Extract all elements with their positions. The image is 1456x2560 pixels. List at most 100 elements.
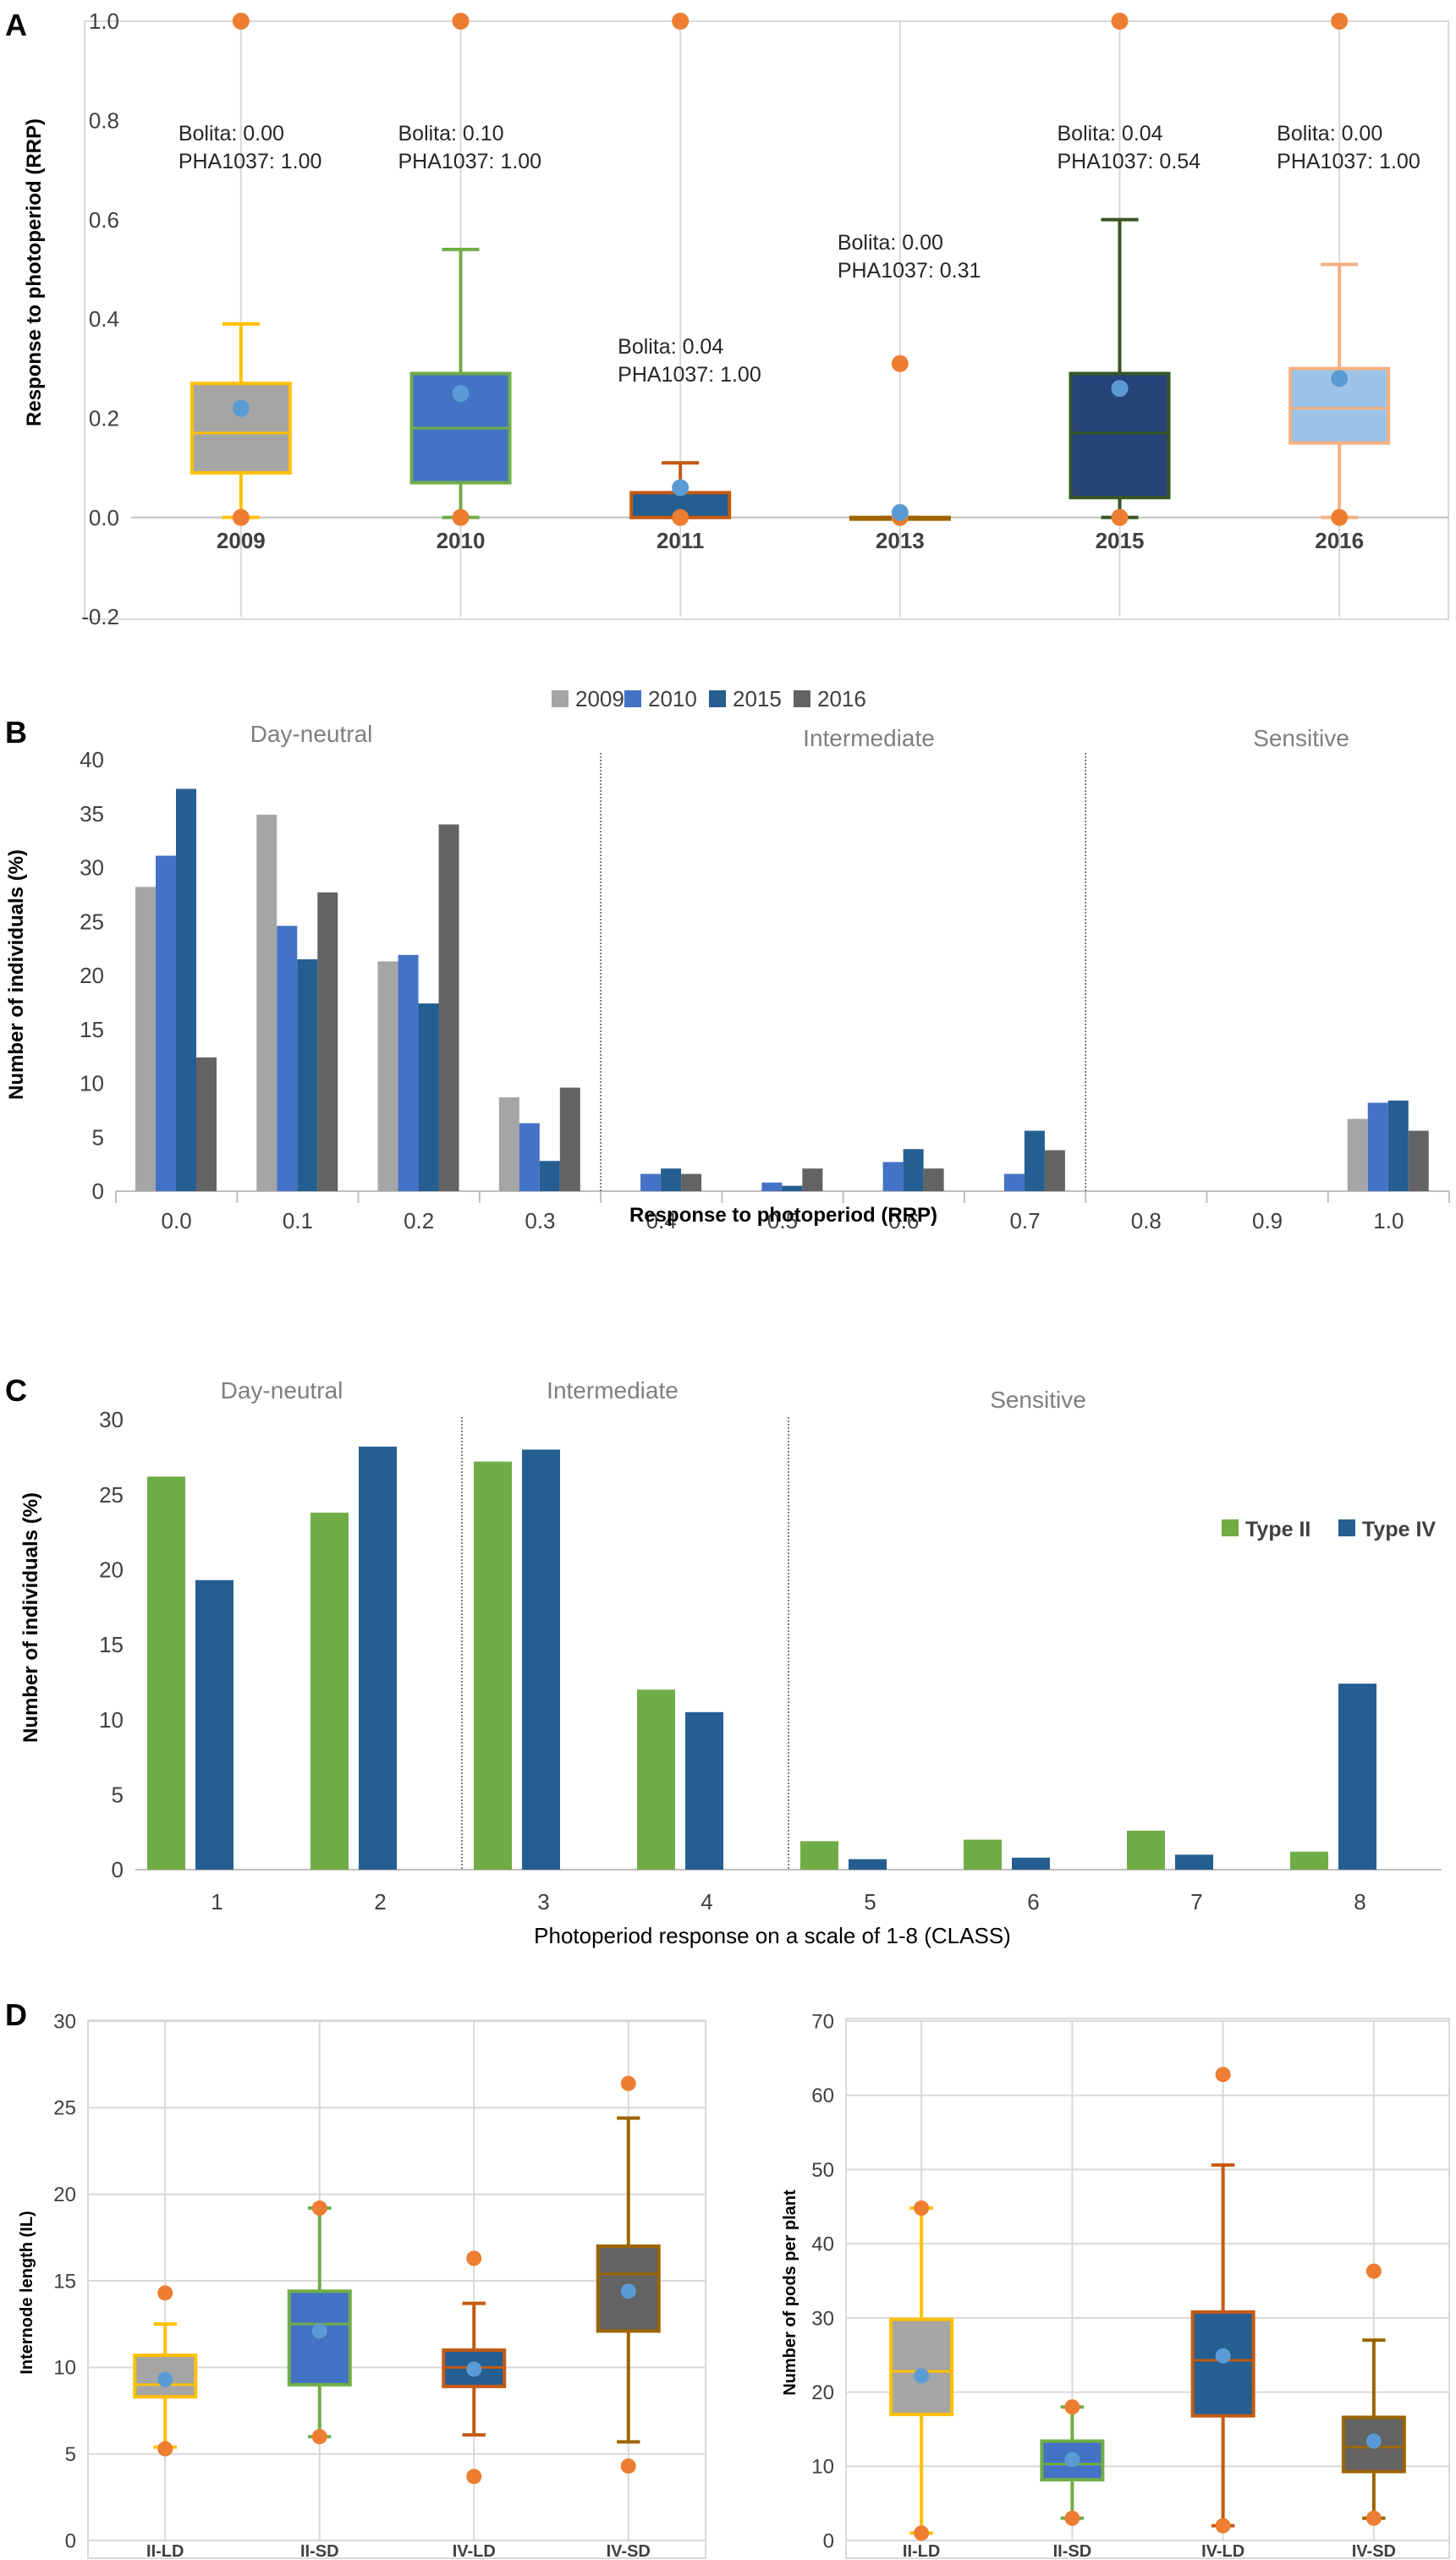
mean-point <box>1215 2348 1231 2364</box>
panel-a: -0.2 0.0 0.2 0.4 0.6 0.8 1.0 2009 2010 2011 2013 2… <box>5 8 1449 629</box>
annotation-text: PHA1037: 0.31 <box>838 259 981 283</box>
y-tick-label: 10 <box>811 2456 834 2479</box>
bar-2010 <box>882 1162 904 1191</box>
bar-2010 <box>640 1173 662 1191</box>
bar-2010 <box>277 926 298 1191</box>
outlier-point <box>1215 2067 1231 2083</box>
y-tick-label: 5 <box>112 1782 124 1807</box>
bar-2015 <box>176 788 196 1191</box>
x-tick-label: 0.7 <box>1009 1208 1040 1233</box>
panel-b-xlabel: Response to photoperiod (RRP) <box>629 1204 937 1227</box>
bar-type-ii <box>147 1476 185 1870</box>
category-label: 2009 <box>217 528 266 553</box>
annotation-text: Bolita: 0.04 <box>1058 122 1163 146</box>
x-tick-label: 0.0 <box>162 1208 192 1233</box>
outlier-point <box>452 13 470 30</box>
legend-swatch <box>1222 1519 1239 1536</box>
x-tick-label: 2 <box>374 1889 386 1915</box>
annotation-text: PHA1037: 1.00 <box>1277 150 1420 173</box>
outlier-point <box>1215 2518 1231 2534</box>
x-tick-label: 6 <box>1027 1889 1039 1915</box>
bar-2010 <box>398 954 419 1191</box>
bar-type-iv <box>1012 1857 1050 1870</box>
x-tick-label: 0.2 <box>404 1208 434 1233</box>
x-tick-label: 0.4 <box>646 1208 677 1233</box>
outlier-point <box>311 2429 327 2445</box>
bar-2016 <box>681 1173 702 1191</box>
legend-swatch <box>1338 1519 1355 1536</box>
y-tick-label: 60 <box>811 2085 834 2107</box>
box-iqr <box>1190 2310 1255 2418</box>
annotation-text: PHA1037: 1.00 <box>179 150 322 173</box>
outlier-point <box>914 2525 930 2541</box>
bar-2015 <box>539 1161 560 1191</box>
y-tick-label: 30 <box>53 2010 76 2033</box>
bar-2015 <box>418 1003 439 1191</box>
outlier-point <box>1064 2510 1080 2526</box>
y-tick-label: 5 <box>65 2443 76 2466</box>
x-tick-label: 0.1 <box>283 1208 313 1233</box>
outlier-point <box>157 2441 173 2457</box>
bar-2015 <box>1024 1130 1045 1191</box>
category-label: IV-LD <box>1201 2542 1244 2560</box>
x-tick-label: 0.5 <box>767 1208 798 1233</box>
panel-d-left-ylabel: Internode length (IL) <box>18 2211 36 2374</box>
box-iqr <box>889 2317 954 2416</box>
bar-2015 <box>661 1168 682 1191</box>
outlier-point <box>914 2200 930 2217</box>
box-iqr <box>190 382 292 475</box>
outlier-point <box>1111 508 1129 526</box>
bar-type-ii <box>1290 1851 1328 1870</box>
y-tick-label: -0.2 <box>81 604 119 629</box>
legend-label: 2015 <box>733 686 782 711</box>
x-tick-label: 8 <box>1354 1889 1365 1915</box>
category-label: IV-SD <box>607 2542 651 2560</box>
y-tick-label: 0.6 <box>89 207 119 233</box>
outlier-point <box>1111 13 1129 30</box>
y-tick-label: 0.4 <box>89 306 119 332</box>
legend-swatch <box>552 690 569 707</box>
category-label: II-LD <box>903 2542 940 2560</box>
bar-2009 <box>1347 1118 1368 1191</box>
y-tick-label: 50 <box>811 2159 834 2182</box>
annotation-text: Bolita: 0.10 <box>398 122 504 146</box>
category-label: II-LD <box>146 2542 184 2560</box>
legend-label: 2010 <box>648 686 697 711</box>
x-tick-label: 7 <box>1190 1889 1202 1915</box>
y-tick-label: 0 <box>112 1857 124 1882</box>
bar-2010 <box>156 855 176 1191</box>
panel-c-region-day-neutral: Day-neutral <box>221 1377 343 1404</box>
bar-type-iv <box>522 1449 560 1870</box>
outlier-point <box>1365 2510 1382 2526</box>
bar-2015 <box>903 1149 924 1191</box>
outlier-point <box>232 13 250 30</box>
annotation-text: PHA1037: 1.00 <box>398 150 542 173</box>
y-tick-label: 0 <box>823 2530 834 2552</box>
bar-type-ii <box>964 1839 1002 1870</box>
mean-point <box>452 385 470 402</box>
panel-b-ylabel: Number of individuals (%) <box>5 849 28 1100</box>
x-tick-label: 1 <box>211 1889 223 1915</box>
panel-b-label: B <box>5 715 27 750</box>
y-tick-label: 10 <box>53 2357 76 2380</box>
legend-label: Type IV <box>1362 1518 1436 1541</box>
panel-a-frame <box>84 20 1449 620</box>
y-tick-label: 30 <box>99 1407 124 1432</box>
mean-point <box>1064 2452 1080 2468</box>
bar-2016 <box>196 1057 217 1191</box>
x-tick-label: 1.0 <box>1373 1208 1404 1233</box>
y-tick-label: 15 <box>53 2270 76 2293</box>
y-tick-label: 20 <box>99 1557 124 1582</box>
bar-type-iv <box>1175 1854 1213 1870</box>
mean-point <box>620 2283 636 2299</box>
mean-point <box>672 479 690 497</box>
y-tick-label: 30 <box>80 855 104 881</box>
panel-b-region-day-neutral: Day-neutral <box>250 721 373 747</box>
panel-c-xlabel: Photoperiod response on a scale of 1-8 (… <box>534 1923 1011 1948</box>
category-label: IV-SD <box>1352 2542 1396 2560</box>
bar-2016 <box>802 1168 823 1191</box>
y-tick-label: 0.0 <box>89 505 119 530</box>
legend-label: 2016 <box>817 686 866 711</box>
mean-point <box>1111 380 1129 398</box>
